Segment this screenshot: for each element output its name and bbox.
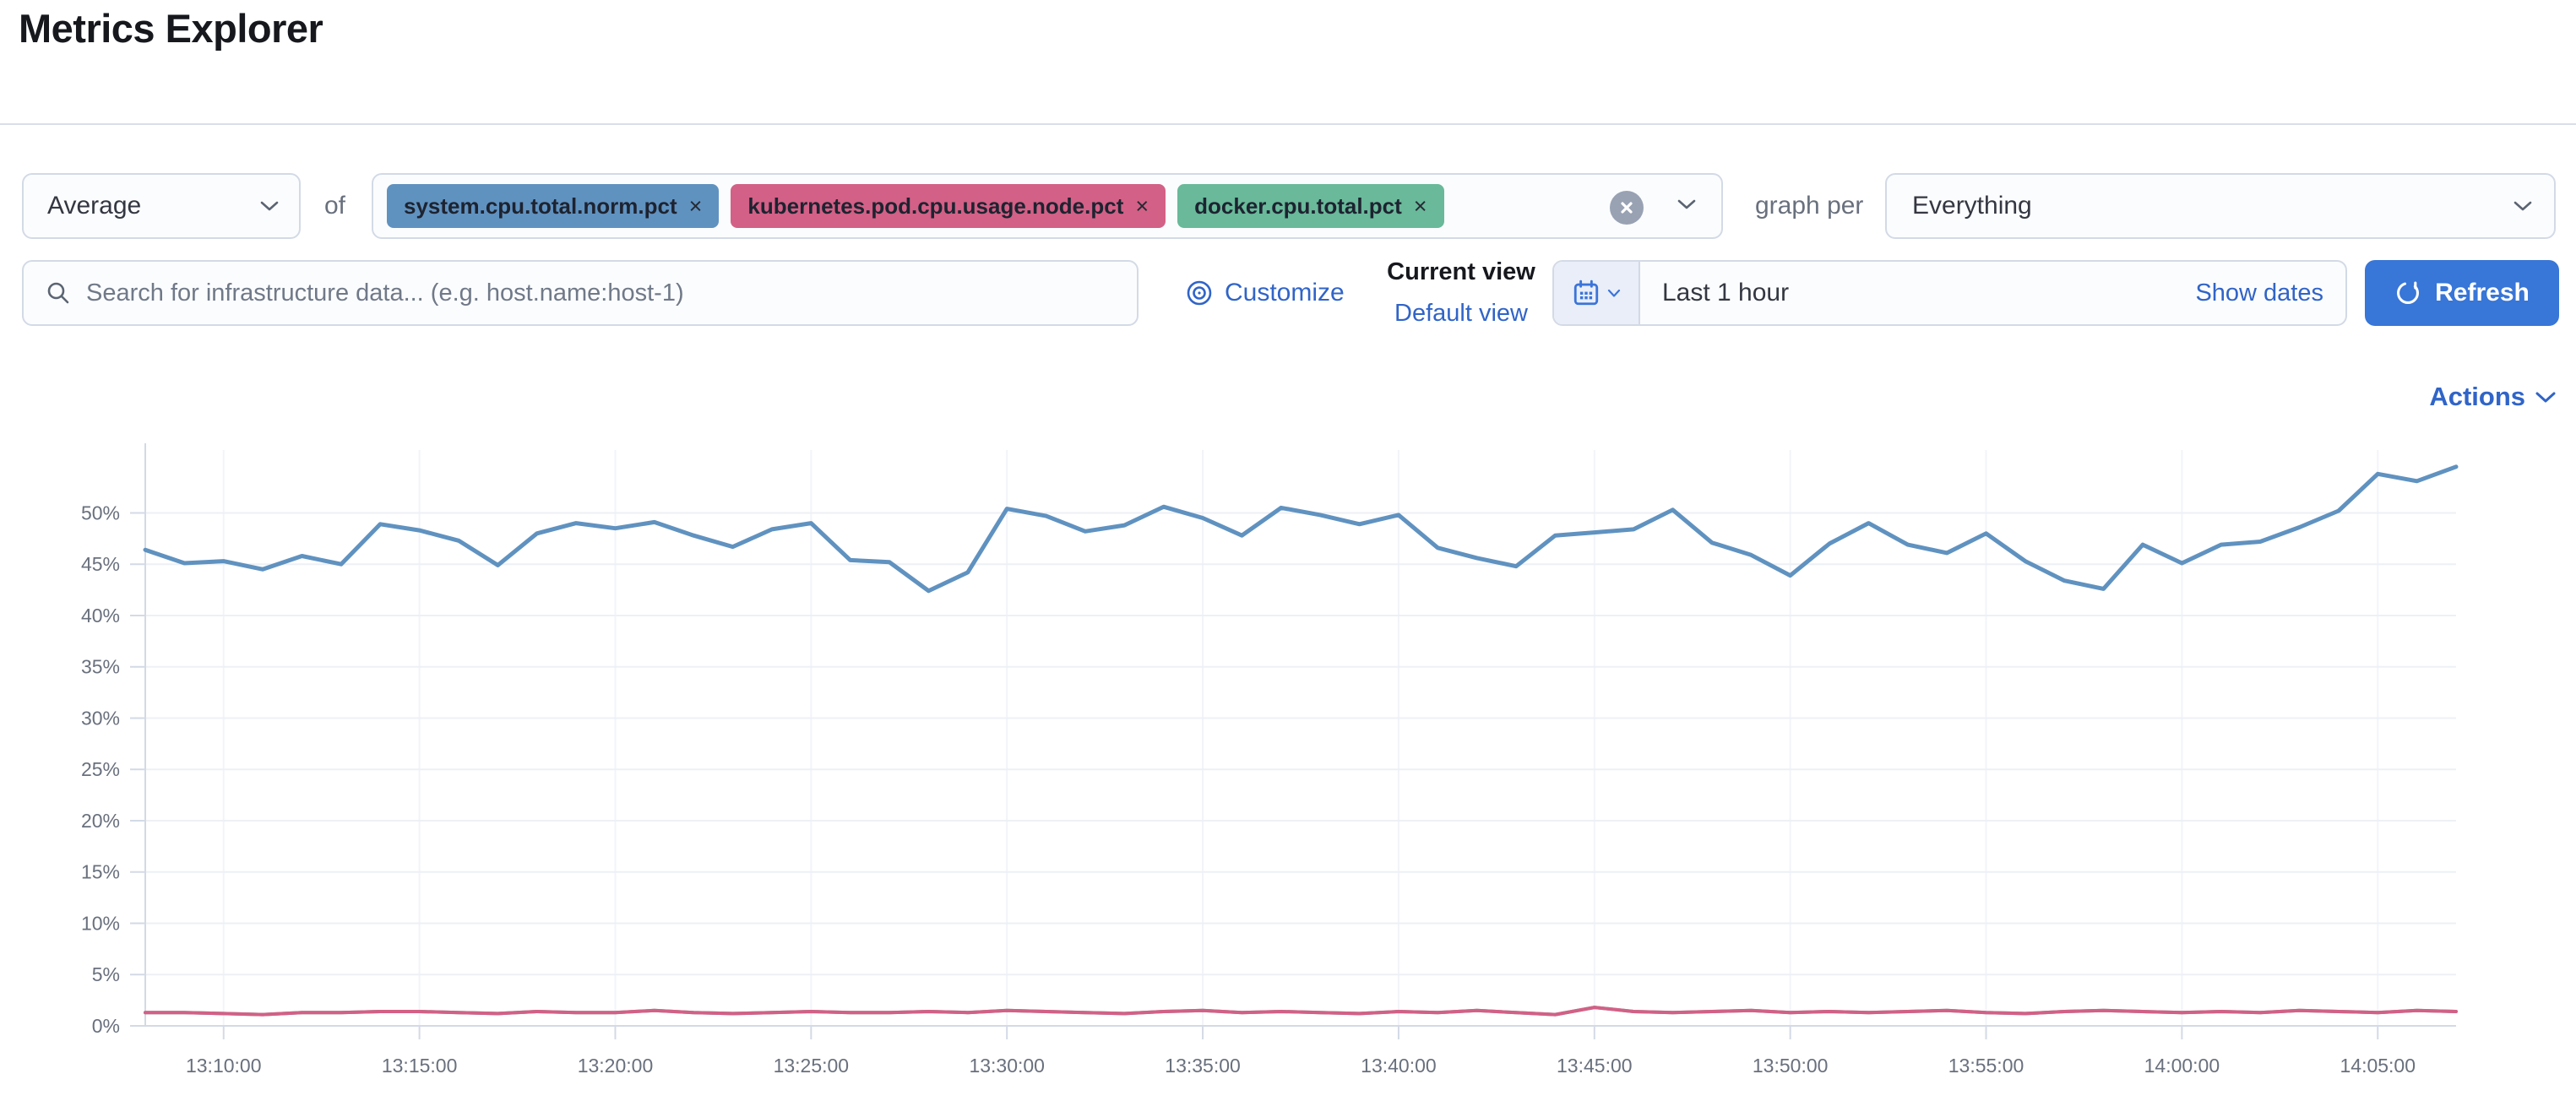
aggregation-value: Average [47,192,142,220]
chevron-down-icon [2514,201,2532,211]
calendar-dropdown-button[interactable] [1554,262,1640,324]
y-axis-label: 40% [81,605,120,627]
metric-badge-label: kubernetes.pod.cpu.usage.node.pct [747,193,1124,219]
y-axis-label: 15% [81,861,120,883]
calendar-icon [1573,279,1599,306]
show-dates-link[interactable]: Show dates [2195,279,2323,306]
clear-all-icon[interactable] [1610,191,1644,225]
remove-icon[interactable]: × [1135,193,1149,219]
line-chart: 13:10:00 13:15:00 13:20:00 13:25:00 13:30:00… [81,443,2459,1077]
refresh-icon [2397,281,2420,305]
y-axis-label: 45% [81,553,120,575]
x-axis-label: 13:30:00 [969,1055,1045,1077]
remove-icon[interactable]: × [688,193,703,219]
x-axis-label: 13:15:00 [382,1055,458,1077]
default-view-link[interactable]: Default view [1394,300,1528,327]
metric-toolbar: Average of system.cpu.total.norm.pct × k… [0,173,2576,239]
metric-badge-label: docker.cpu.total.pct [1194,193,1402,219]
chevron-down-icon[interactable] [1677,198,1696,210]
search-icon [47,282,69,304]
metrics-chart: 13:10:00 13:15:00 13:20:00 13:25:00 13:30:00… [0,426,2576,1108]
y-axis-label: 10% [81,912,120,934]
x-axis-label: 13:55:00 [1948,1055,2024,1077]
y-axis-label: 30% [81,707,120,729]
x-axis-label: 13:45:00 [1557,1055,1633,1077]
graph-per-label: graph per [1755,192,1864,220]
metric-combo-box[interactable]: system.cpu.total.norm.pct × kubernetes.p… [372,173,1723,239]
x-axis-label: 13:35:00 [1165,1055,1241,1077]
of-label: of [324,192,346,220]
search-box [22,260,1139,326]
x-axis-label: 13:50:00 [1753,1055,1829,1077]
eye-icon [1187,280,1212,306]
search-toolbar: Customize Current view Default view Last… [0,257,2576,329]
x-axis-label: 14:05:00 [2340,1055,2416,1077]
graph-per-select[interactable]: Everything [1885,173,2556,239]
series-line [144,1006,2458,1017]
chevron-down-icon [260,201,279,211]
graph-per-value: Everything [1912,192,2032,220]
y-axis-label: 35% [81,656,120,678]
refresh-label: Refresh [2435,279,2530,306]
header-divider [0,123,2576,125]
page-title: Metrics Explorer [19,6,323,51]
search-input[interactable] [86,279,1120,307]
current-view-label: Current view [1387,258,1535,285]
view-selector: Current view Default view [1367,257,1556,329]
x-axis-label: 14:00:00 [2144,1055,2220,1077]
remove-icon[interactable]: × [1413,193,1427,219]
y-axis-label: 50% [81,502,120,523]
x-axis-label: 13:10:00 [186,1055,262,1077]
chevron-down-icon [1607,289,1621,297]
refresh-button[interactable]: Refresh [2365,260,2559,326]
customize-label: Customize [1225,279,1345,306]
time-range-value[interactable]: Last 1 hour [1662,279,1790,306]
customize-button[interactable]: Customize [1186,260,1345,326]
metric-badge-label: system.cpu.total.norm.pct [404,193,677,219]
x-axis-label: 13:20:00 [578,1055,654,1077]
y-axis-label: 0% [92,1015,120,1037]
chevron-down-icon [2535,392,2556,402]
y-axis-label: 25% [81,758,120,780]
x-axis-label: 13:25:00 [774,1055,850,1077]
metric-badge-docker-cpu[interactable]: docker.cpu.total.pct × [1177,184,1444,228]
metric-badge-system-cpu[interactable]: system.cpu.total.norm.pct × [387,184,720,228]
y-axis-label: 5% [92,963,120,985]
y-axis-label: 20% [81,810,120,832]
actions-label: Actions [2429,382,2525,411]
series-line [143,464,2459,594]
x-axis-label: 13:40:00 [1361,1055,1437,1077]
metric-badge-kubernetes-pod-cpu[interactable]: kubernetes.pod.cpu.usage.node.pct × [731,184,1166,228]
aggregation-select[interactable]: Average [22,173,301,239]
time-range-picker: Last 1 hour Show dates [1552,260,2347,326]
actions-menu-button[interactable]: Actions [2429,382,2556,412]
close-icon [1621,202,1633,214]
